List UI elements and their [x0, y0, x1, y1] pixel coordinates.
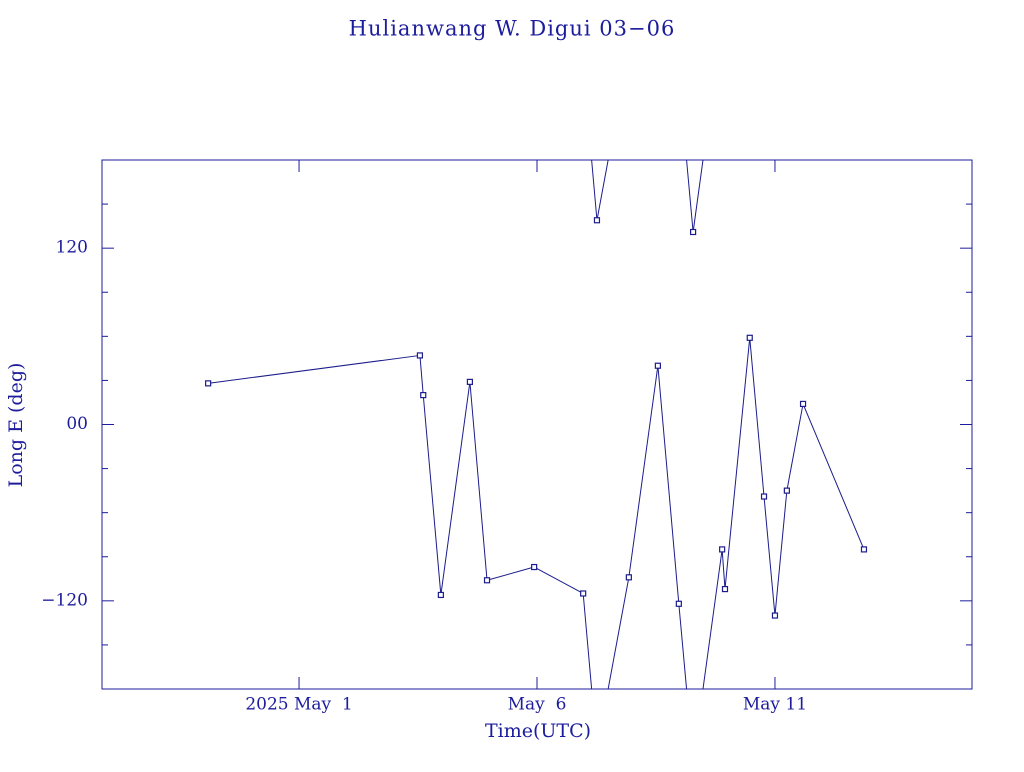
line-segment [692, 160, 723, 689]
point-marker [580, 590, 587, 597]
line-segment [440, 381, 471, 596]
line-segment [774, 490, 788, 616]
point-marker [205, 380, 212, 387]
line-segment [628, 365, 659, 578]
point-marker [799, 400, 807, 408]
point-marker [675, 600, 682, 607]
y-tick-label: 120 [56, 238, 88, 258]
plot-frame [101, 159, 973, 690]
line-segment [582, 160, 598, 689]
y-axis-label: Long E (deg) [5, 363, 27, 488]
point-marker [860, 546, 868, 553]
point-marker [690, 228, 697, 236]
line-segment [763, 496, 776, 616]
line-segment [469, 381, 488, 581]
point-marker [416, 352, 424, 359]
point-marker [771, 612, 779, 619]
line-segment [721, 549, 726, 590]
point-marker [483, 577, 491, 584]
x-axis-label: Time(UTC) [485, 720, 591, 742]
line-segment [533, 566, 584, 594]
point-marker [746, 334, 753, 341]
line-segment [208, 354, 420, 384]
point-marker [783, 487, 790, 494]
x-tick-label: 2025 May 1 [245, 695, 352, 715]
point-marker [719, 546, 726, 553]
line-segment [802, 403, 865, 550]
line-segment [786, 403, 804, 491]
point-marker [437, 591, 444, 599]
point-marker [654, 362, 661, 369]
line-segment [596, 160, 630, 689]
line-segment [422, 395, 442, 595]
line-segment [678, 160, 694, 689]
y-tick-label: 00 [66, 414, 88, 434]
x-tick-label: May 6 [508, 695, 567, 715]
point-marker [721, 585, 729, 593]
y-tick-label: −120 [41, 590, 88, 610]
line-segment [657, 365, 680, 604]
point-marker [625, 574, 632, 581]
line-segment [749, 337, 765, 497]
line-segment [724, 337, 751, 590]
x-tick-label: May 11 [743, 695, 807, 715]
line-segment [419, 355, 424, 396]
point-marker [466, 378, 473, 385]
point-marker [420, 392, 427, 399]
point-marker [593, 217, 601, 224]
line-segment [486, 566, 535, 581]
chart-title: Hulianwang W. Digui 03−06 [349, 17, 676, 41]
point-marker [531, 563, 538, 571]
point-marker [760, 493, 768, 500]
